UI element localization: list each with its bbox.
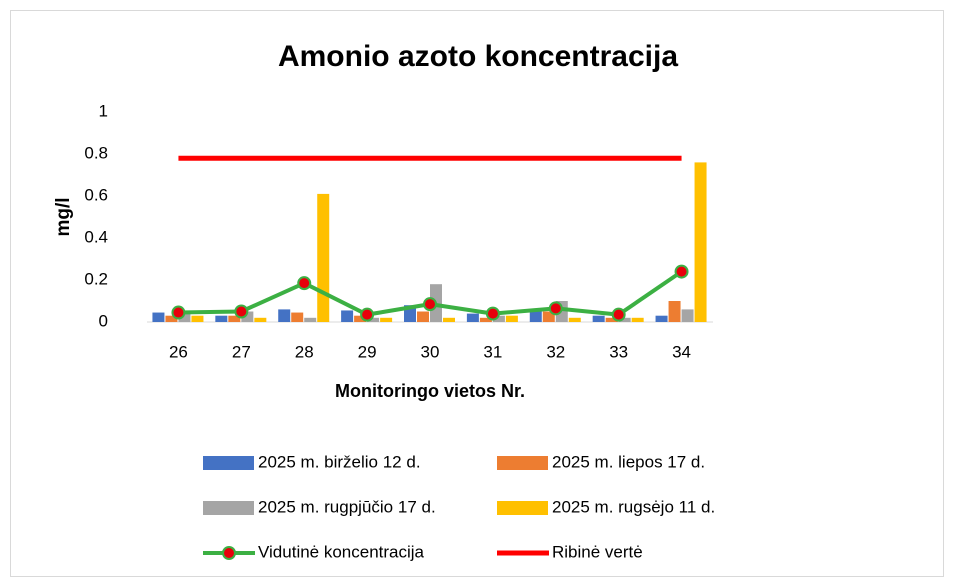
- legend-swatch: [497, 456, 548, 470]
- bar: [605, 317, 618, 322]
- x-tick-label: 26: [169, 342, 188, 361]
- bar: [152, 312, 165, 322]
- bar: [479, 317, 492, 322]
- bar: [655, 315, 668, 322]
- bar: [592, 315, 605, 322]
- x-tick-label: 28: [295, 342, 314, 361]
- bar: [191, 315, 204, 322]
- legend-label: 2025 m. rugpjūčio 17 d.: [258, 497, 436, 516]
- y-tick-label: 0.2: [84, 269, 108, 288]
- bar: [529, 311, 542, 322]
- bar: [694, 162, 707, 322]
- bar: [178, 313, 191, 322]
- y-tick-label: 0: [99, 311, 108, 330]
- x-tick-label: 32: [546, 342, 565, 361]
- marker: [234, 304, 249, 319]
- marker: [674, 264, 689, 279]
- x-tick-label: 29: [358, 342, 377, 361]
- marker: [611, 307, 626, 322]
- legend-marker: [222, 546, 236, 560]
- bar: [681, 309, 694, 322]
- legend-label: 2025 m. liepos 17 d.: [552, 452, 705, 471]
- legend-label: Ribinė vertė: [552, 542, 643, 561]
- marker: [171, 305, 186, 320]
- bar: [241, 311, 254, 322]
- y-tick-label: 0.4: [84, 227, 108, 246]
- bar: [341, 310, 354, 322]
- bar: [505, 315, 518, 322]
- chart-border: [10, 10, 944, 577]
- y-tick-label: 0.6: [84, 185, 108, 204]
- x-tick-label: 33: [609, 342, 628, 361]
- chart-title: Amonio azoto koncentracija: [278, 40, 678, 73]
- marker: [423, 297, 437, 312]
- bar: [354, 315, 367, 322]
- bar: [668, 301, 681, 322]
- marker: [485, 306, 500, 321]
- bar: [568, 317, 581, 322]
- x-tick-label: 31: [483, 342, 502, 361]
- bar: [443, 317, 455, 322]
- bar: [165, 315, 178, 322]
- bar: [278, 309, 291, 322]
- bar: [304, 317, 317, 322]
- legend-label: 2025 m. birželio 12 d.: [258, 452, 421, 471]
- bar: [542, 311, 555, 322]
- legend-label: Vidutinė koncentracija: [258, 542, 425, 561]
- bar: [380, 317, 393, 322]
- legend-label: 2025 m. rugsėjo 11 d.: [552, 497, 715, 516]
- bar: [618, 317, 631, 322]
- x-tick-label: 27: [232, 342, 251, 361]
- bar: [317, 193, 330, 322]
- legend-swatch: [497, 501, 548, 515]
- marker: [360, 307, 375, 322]
- marker: [548, 301, 563, 316]
- bar: [492, 315, 505, 322]
- y-tick-label: 0.8: [84, 143, 108, 162]
- legend-swatch: [203, 501, 254, 515]
- bar: [466, 313, 479, 322]
- y-tick-label: 1: [99, 101, 108, 120]
- bar: [631, 317, 644, 322]
- y-axis-title: mg/l: [53, 197, 74, 236]
- bar: [367, 317, 380, 322]
- bar: [417, 311, 429, 322]
- legend-swatch: [203, 456, 254, 470]
- x-axis-title: Monitoringo vietos Nr.: [335, 381, 525, 401]
- bar: [228, 315, 241, 322]
- bar: [254, 317, 267, 322]
- bar: [291, 312, 304, 322]
- marker: [297, 276, 312, 291]
- x-tick-label: 30: [421, 342, 440, 361]
- x-tick-label: 34: [672, 342, 691, 361]
- bar: [215, 315, 228, 322]
